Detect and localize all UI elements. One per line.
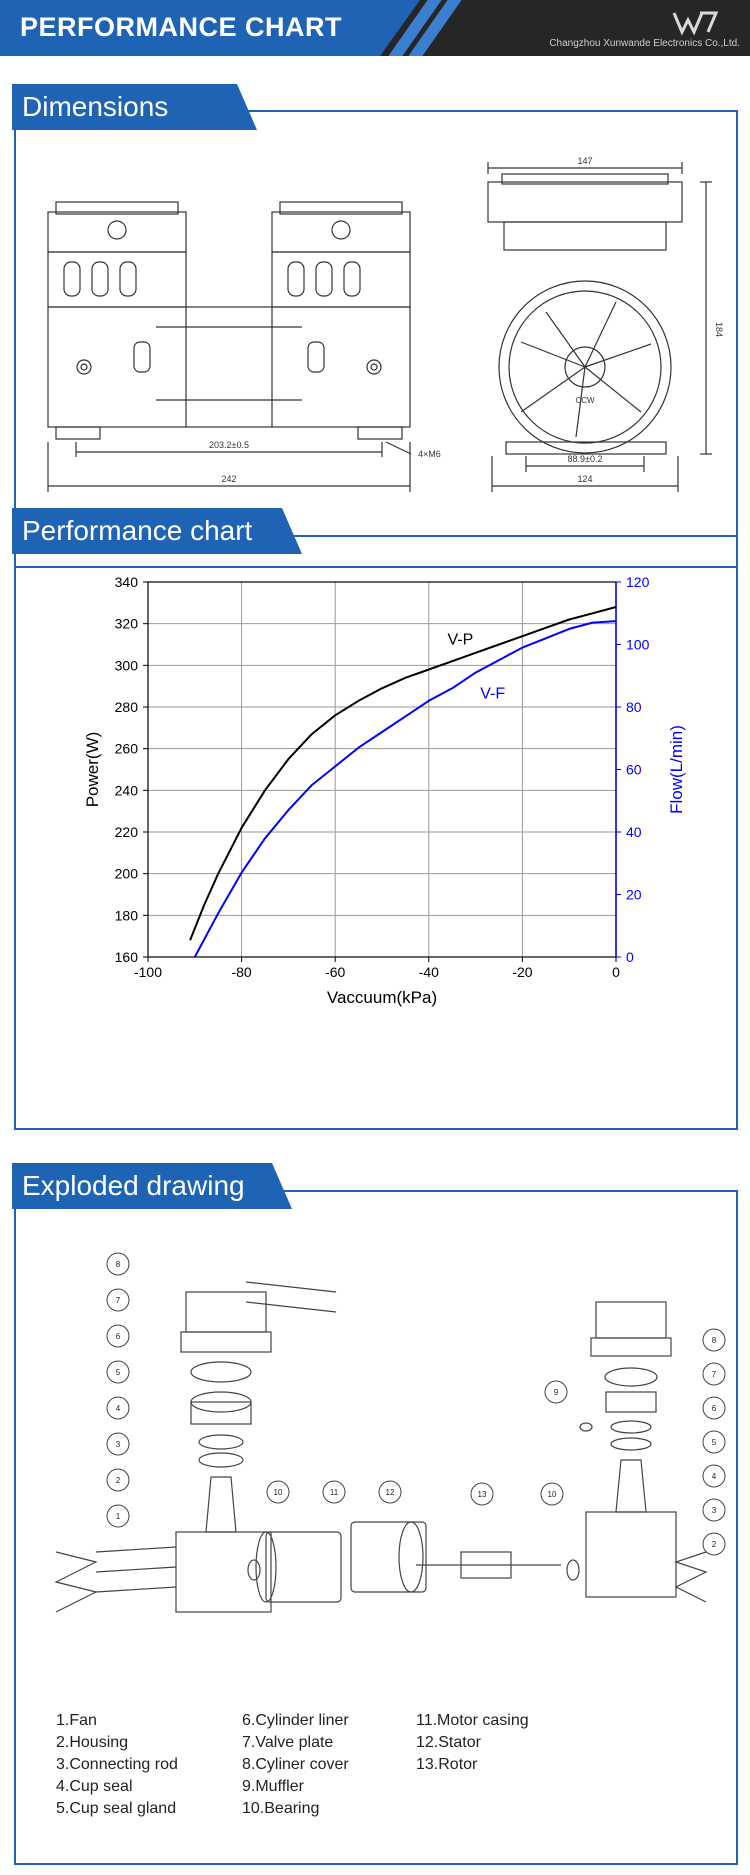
svg-text:7: 7 [116, 1296, 121, 1305]
dimension-label: 88.9±0.2 [568, 454, 603, 464]
svg-text:2: 2 [712, 1540, 717, 1549]
parts-list-col2: 6.Cylinder liner 7.Valve plate 8.Cyliner… [242, 1710, 349, 1820]
dimension-label: 203.2±0.5 [209, 440, 249, 450]
dimension-label: 4×M6 [418, 449, 441, 459]
svg-text:12: 12 [386, 1488, 395, 1497]
x-tick-label: -100 [134, 964, 162, 980]
performance-section: -100 -80 -60 -40 -20 0 160 180 200 220 240 260 280 30… [14, 535, 738, 1130]
dimension-label: 124 [577, 474, 592, 484]
y-tick-label: 240 [115, 782, 139, 798]
svg-text:5: 5 [116, 1368, 121, 1377]
company-logo-icon [672, 11, 719, 36]
part-item: 5.Cup seal gland [56, 1800, 177, 1817]
dimensions-drawing: 203.2±0.5 242 4×M6 147 184 88.9±0.2 124 … [47, 156, 724, 492]
dimension-label: 242 [221, 474, 236, 484]
svg-text:3: 3 [116, 1440, 121, 1449]
svg-text:8: 8 [116, 1260, 121, 1269]
part-item: 13.Rotor [416, 1756, 478, 1773]
part-item: 9.Muffler [242, 1778, 304, 1795]
parts-list-col3: 11.Motor casing 12.Stator 13.Rotor [416, 1710, 529, 1776]
x-tick-label: -80 [231, 964, 251, 980]
y-tick-label: 200 [115, 866, 139, 882]
part-item: 2.Housing [56, 1734, 129, 1751]
y2-tick-label: 0 [626, 949, 634, 965]
y2-tick-label: 100 [626, 637, 650, 653]
series-label-v-p: V-P [448, 632, 474, 649]
svg-text:1: 1 [116, 1512, 121, 1521]
part-item: 1.Fan [56, 1712, 97, 1729]
svg-text:7: 7 [712, 1370, 717, 1379]
company-name: Changzhou Xunwande Electronics Co.,Ltd. [549, 38, 740, 49]
header-blue-panel [0, 0, 420, 56]
y2-tick-label: 80 [626, 699, 642, 715]
y2-tick-label: 120 [626, 574, 650, 590]
y-tick-label: 280 [115, 699, 139, 715]
part-item: 4.Cup seal [56, 1778, 133, 1795]
part-item: 7.Valve plate [242, 1734, 334, 1751]
svg-text:8: 8 [712, 1336, 717, 1345]
y2-tick-label: 60 [626, 762, 642, 778]
x-tick-label: 0 [612, 964, 620, 980]
part-item: 11.Motor casing [416, 1712, 529, 1729]
y2-tick-label: 40 [626, 824, 642, 840]
performance-chart: -100 -80 -60 -40 -20 016018020022024026028030… [83, 574, 686, 1007]
section-title-dimensions: Dimensions [12, 84, 257, 130]
header-bar: PERFORMANCE CHART Changzhou Xunwande Ele… [0, 0, 750, 56]
svg-text:9: 9 [554, 1388, 559, 1397]
series-line-v-p [189, 606, 617, 941]
section-title-performance: Performance chart [12, 508, 302, 554]
part-item: 3.Connecting rod [56, 1756, 178, 1773]
y2-tick-label: 20 [626, 887, 642, 903]
y-tick-label: 160 [115, 949, 139, 965]
series-line-v-f [193, 620, 617, 958]
y-axis-label: Power(W) [83, 732, 102, 808]
x-tick-label: -40 [419, 964, 439, 980]
dimensions-section: 203.2±0.5 242 4×M6 147 184 88.9±0.2 124 … [14, 110, 738, 568]
svg-text:11: 11 [330, 1488, 339, 1497]
part-item: 10.Bearing [242, 1800, 320, 1817]
svg-text:6: 6 [116, 1332, 121, 1341]
y2-axis-label: Flow(L/min) [667, 725, 686, 814]
svg-text:10: 10 [274, 1488, 283, 1497]
parts-list-col1: 1.Fan 2.Housing 3.Connecting rod 4.Cup s… [56, 1710, 178, 1820]
rotation-label: CCW [575, 396, 595, 405]
y-tick-label: 300 [115, 657, 139, 673]
y-tick-label: 180 [115, 907, 139, 923]
series-label-v-f: V-F [480, 686, 505, 703]
page-title: PERFORMANCE CHART [20, 12, 342, 42]
exploded-drawing: 8 7 6 5 4 3 2 1 10 11 12 13 10 8 7 6 5 4 3 2 9 [54, 1252, 726, 1613]
svg-text:4: 4 [712, 1472, 717, 1481]
part-item: 8.Cyliner cover [242, 1756, 349, 1773]
x-axis-label: Vaccuum(kPa) [327, 988, 437, 1007]
svg-text:6: 6 [712, 1404, 717, 1413]
part-item: 6.Cylinder liner [242, 1712, 349, 1729]
part-item: 12.Stator [416, 1734, 481, 1751]
y-tick-label: 320 [115, 616, 139, 632]
svg-text:10: 10 [548, 1490, 557, 1499]
y-tick-label: 260 [115, 741, 139, 757]
svg-text:13: 13 [478, 1490, 487, 1499]
exploded-section: 8 7 6 5 4 3 2 1 10 11 12 13 10 8 7 6 5 4 3 2 9 1.Fan … [14, 1190, 738, 1865]
dimension-label: 184 [714, 322, 724, 337]
y-tick-label: 220 [115, 824, 139, 840]
y-tick-label: 340 [115, 574, 139, 590]
svg-text:3: 3 [712, 1506, 717, 1515]
x-tick-label: -20 [512, 964, 532, 980]
section-title-exploded: Exploded drawing [12, 1163, 292, 1209]
svg-text:2: 2 [116, 1476, 121, 1485]
svg-text:5: 5 [712, 1438, 717, 1447]
dimension-label: 147 [577, 156, 592, 166]
x-tick-label: -60 [325, 964, 345, 980]
svg-text:4: 4 [116, 1404, 121, 1413]
